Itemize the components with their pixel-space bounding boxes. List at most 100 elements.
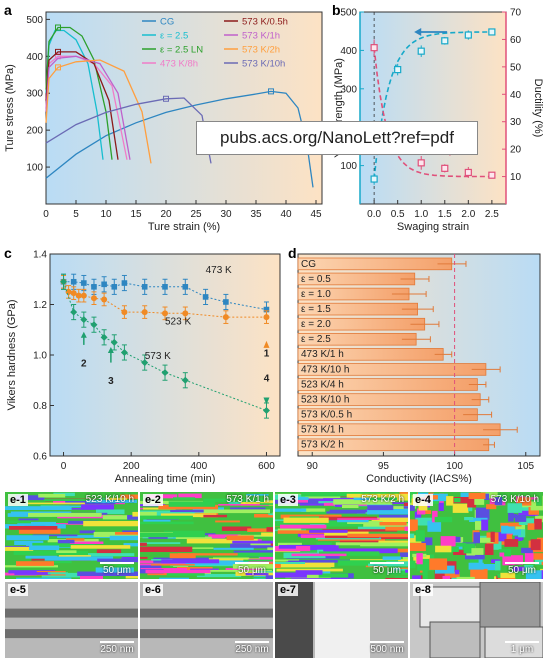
micrograph-e-8: e-8 1 μm	[410, 582, 543, 658]
series-marker	[268, 88, 274, 95]
data-point	[263, 314, 270, 321]
micrograph-label: e-2	[143, 494, 163, 506]
legend-entry: ε = 2.5 LN	[160, 45, 203, 56]
micrograph-e-6: e-6 250 nm	[140, 582, 273, 658]
micrograph-label: e-6	[143, 584, 163, 596]
category-label: 573 K/1 h	[301, 425, 344, 436]
y-left-tick-label: 100	[340, 161, 357, 172]
data-point	[70, 278, 77, 285]
data-point	[141, 359, 149, 367]
data-point	[121, 280, 128, 286]
data-point	[90, 295, 97, 302]
data-point	[70, 308, 78, 316]
x-tick-label: 0	[43, 209, 49, 220]
y-left-tick-label: 400	[340, 46, 357, 57]
y-left-tick-label: 300	[340, 84, 357, 95]
series-line	[45, 26, 113, 160]
point-label-3: 3	[108, 376, 114, 387]
yield-point	[441, 37, 449, 45]
legend-entry: 573 K/10h	[242, 59, 285, 70]
annotation-arrow-head	[80, 331, 87, 338]
micrograph-title: 523 K/10 h	[85, 494, 134, 505]
data-point	[70, 290, 77, 297]
category-label: 523 K/10 h	[301, 394, 349, 405]
legend-entry: 473 K/8h	[160, 59, 198, 70]
yield-point	[370, 175, 378, 183]
ductility-point	[370, 44, 378, 52]
scale-bar: 250 nm	[100, 641, 134, 655]
x-tick-label: 95	[378, 461, 390, 472]
data-point	[202, 294, 209, 300]
series-line	[45, 51, 119, 160]
x-tick-label: 600	[258, 461, 275, 472]
panel-b-yield-ductility-chart: 0.00.51.01.52.02.51002003004005001020304…	[332, 2, 544, 233]
panel-letter-c: c	[4, 245, 12, 261]
x-tick-label: 400	[190, 461, 207, 472]
data-point	[141, 284, 148, 290]
legend-entry: 573 K/1h	[242, 31, 280, 42]
point-label-2: 2	[81, 358, 87, 369]
y-right-tick-label: 40	[510, 90, 522, 101]
x-tick-label: 1.0	[414, 209, 428, 220]
y-axis-label: Vikers hardness (GPa)	[6, 299, 18, 410]
ductility-point	[417, 159, 425, 167]
micrograph-label: e-4	[413, 494, 433, 506]
scale-bar: 500 nm	[370, 641, 404, 655]
series-marker	[55, 64, 61, 71]
x-tick-label: 1.5	[438, 209, 452, 220]
y-tick-label: 0.8	[33, 401, 47, 412]
panel-d-conductivity-chart: 90 95 100 105 Conductivity (IACS%) d CG ε = 0.5…	[288, 245, 541, 484]
micrograph-title: 573 K/10 h	[490, 494, 539, 505]
series-line	[45, 90, 314, 188]
y-tick-label: 400	[26, 52, 43, 63]
series-marker	[163, 95, 169, 102]
source-watermark: pubs.acs.org/NanoLett?ref=pdf	[196, 121, 478, 155]
yield-point	[394, 65, 402, 74]
legend-entry: ε = 2.5	[160, 31, 188, 42]
x-tick-label: 0.5	[391, 209, 405, 220]
y-right-tick-label: 10	[510, 172, 522, 183]
ebsd-image	[140, 492, 273, 579]
micrograph-label: e-7	[278, 584, 298, 596]
category-label: ε = 0.5	[301, 274, 331, 285]
point-label-1: 1	[264, 348, 270, 359]
bar	[297, 257, 453, 271]
series-marker	[55, 48, 61, 55]
series-line	[45, 55, 131, 160]
x-axis-label: Annealing time (min)	[115, 473, 216, 484]
micrograph-e-1: e-1 523 K/10 h 50 μm	[5, 492, 138, 579]
x-tick-label: 30	[220, 209, 232, 220]
panel-a-stress-strain-chart: 0 5 10 15 20 25 30 35 40 45 100 200 300 400 500 Ture st…	[4, 2, 323, 233]
data-point	[91, 284, 97, 290]
ebsd-image	[5, 492, 138, 579]
x-tick-label: 25	[190, 209, 202, 220]
y-right-tick-label: 60	[510, 35, 522, 46]
x-tick-label: 40	[280, 209, 292, 220]
data-point	[110, 338, 118, 346]
micrograph-label: e-1	[8, 494, 28, 506]
yield-point	[488, 28, 496, 36]
series-marker	[55, 24, 61, 31]
y-tick-label: 500	[26, 15, 43, 26]
legend-entry: CG	[160, 17, 174, 28]
x-axis-label: Swaging strain	[397, 221, 469, 233]
x-tick-label: 2.0	[461, 209, 475, 220]
panel-letter-a: a	[4, 2, 12, 18]
y-tick-label: 200	[26, 126, 43, 137]
category-label: 573 K/2 h	[301, 440, 344, 451]
ductility-point	[464, 168, 472, 177]
category-label: 473 K/1 h	[301, 349, 344, 360]
y-right-tick-label: 20	[510, 145, 522, 156]
data-point	[60, 278, 68, 286]
data-point	[81, 280, 87, 286]
y-right-axis-label: Ductility (%)	[532, 79, 544, 138]
x-axis-label: Conductivity (IACS%)	[366, 473, 472, 484]
legend-entry: 573 K/2h	[242, 45, 280, 56]
micrograph-label: e-5	[8, 584, 28, 596]
x-tick-label: 5	[73, 209, 79, 220]
scale-bar: 50 μm	[235, 562, 269, 576]
series-line	[45, 97, 212, 164]
micrograph-label: e-3	[278, 494, 298, 506]
y-tick-label: 100	[26, 163, 43, 174]
category-label: 573 K/0.5 h	[301, 410, 352, 421]
